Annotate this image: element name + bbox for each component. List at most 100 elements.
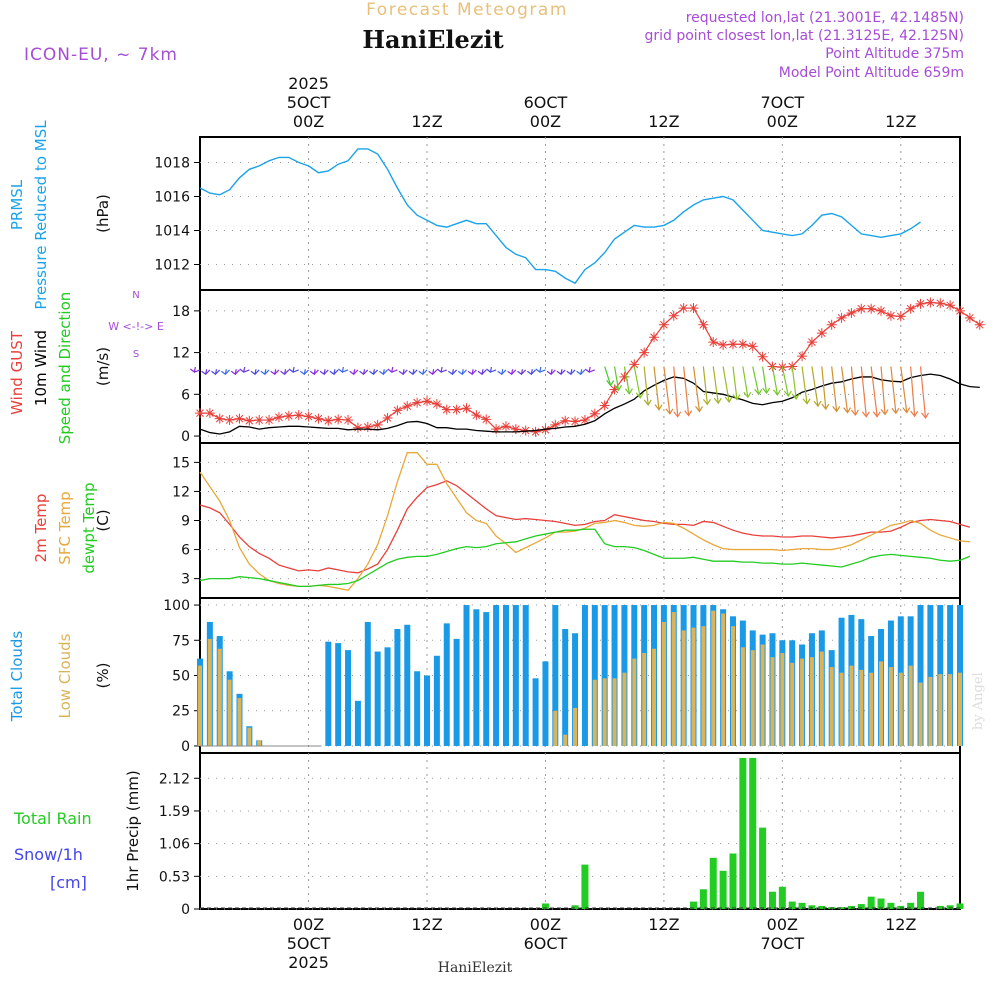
- wind-arrow-head: [643, 399, 652, 406]
- wind-arrow: [588, 369, 596, 373]
- rain-bar: [749, 757, 757, 909]
- wind-arrow: [860, 366, 867, 417]
- low-cloud-bar: [829, 667, 834, 746]
- gust-marker: [955, 305, 965, 316]
- gust-marker: [293, 410, 304, 421]
- gust-marker: [471, 410, 482, 421]
- wind-arrow-head: [762, 387, 771, 395]
- wind-arrow-head: [624, 388, 633, 395]
- rain-bar: [729, 853, 737, 909]
- gust-marker: [303, 411, 314, 422]
- low-cloud-bar: [217, 648, 222, 746]
- wind-arrow-head: [280, 369, 287, 376]
- total-cloud-bar: [917, 605, 924, 746]
- wind-arrow-head: [872, 411, 881, 418]
- rain-bar: [946, 905, 954, 909]
- temperature-ytick-label: 9: [181, 514, 190, 530]
- wind-arrow-head: [665, 408, 674, 415]
- forecast-title: Forecast Meteogram: [366, 0, 568, 20]
- gust-marker: [283, 410, 294, 421]
- credit-watermark: by Angel: [971, 672, 986, 730]
- top-axis-label: 12Z: [885, 112, 916, 131]
- panel-wind: 0 6 12 18 N W <-!-> E S (m/s) Wind GUST 10m Wind S…: [8, 289, 985, 445]
- wind-arrow-head: [832, 406, 841, 413]
- gust-marker: [372, 419, 383, 430]
- gust-marker: [491, 424, 502, 435]
- clouds-frame: [199, 597, 961, 754]
- wind-ytick-label: 18: [172, 304, 190, 320]
- wind-arrow-head: [556, 369, 563, 376]
- wind-arrow: [811, 366, 819, 407]
- total-cloud-bar: [562, 629, 569, 746]
- low-cloud-bar: [819, 651, 824, 746]
- gust-marker: [905, 303, 916, 314]
- wind-arrow-head: [486, 366, 493, 374]
- top-axis-label: 12Z: [411, 112, 442, 131]
- gust-marker: [560, 415, 571, 426]
- wind-arrow-head: [891, 407, 900, 415]
- rain-bar: [759, 827, 767, 909]
- gust-marker: [530, 426, 541, 437]
- low-cloud-bar: [879, 661, 884, 746]
- wind-arrow-head: [398, 369, 405, 376]
- gust-marker: [333, 414, 344, 425]
- wind-arrow-head: [387, 366, 394, 374]
- pressure-ytick-label: 1012: [154, 258, 190, 274]
- rain-bar: [709, 857, 717, 909]
- rain-bar: [867, 896, 875, 909]
- wind-label-2: Speed and Direction: [56, 292, 74, 445]
- wind-ytick-label: 0: [181, 429, 190, 445]
- low-cloud-bar: [691, 627, 696, 746]
- wind-arrow-head: [288, 366, 295, 374]
- low-cloud-bar: [849, 665, 854, 746]
- gust-marker: [629, 359, 640, 370]
- temp-line-2: [199, 528, 971, 588]
- bottom-axis-label: 12Z: [648, 915, 679, 934]
- low-cloud-bar: [612, 678, 617, 746]
- low-cloud-bar: [661, 621, 666, 746]
- low-cloud-bar: [602, 678, 607, 746]
- wind-arrow-head: [684, 410, 693, 417]
- wind-arrow-head: [497, 369, 504, 376]
- wind-arrow: [919, 366, 927, 418]
- bottom-axis-label: 6OCT: [524, 934, 568, 953]
- wind-arrow-head: [861, 411, 870, 418]
- low-cloud-bar: [711, 610, 716, 746]
- wind-arrow-head: [428, 369, 435, 376]
- total-cloud-bar: [493, 605, 500, 746]
- low-cloud-bar: [958, 672, 962, 746]
- low-cloud-bar: [780, 652, 785, 746]
- total-cloud-bar: [473, 609, 480, 746]
- temp-label-0: 2m Temp: [32, 494, 50, 563]
- wind-10m-line: [199, 373, 980, 435]
- temperature-ytick-label: 15: [172, 455, 190, 471]
- clouds-ytick-label: 25: [172, 704, 190, 720]
- precip-ytick-label: 0: [181, 902, 190, 918]
- grid-point-coords: grid point closest lon,lat (21.3125E, 42…: [644, 28, 964, 44]
- wind-arrow-head: [546, 369, 553, 376]
- wind-arrow-head: [754, 388, 763, 396]
- wind-arrow-head: [309, 369, 316, 376]
- wind-arrow-head: [250, 369, 257, 376]
- pressure-ytick-label: 1014: [154, 224, 190, 240]
- wind-arrow-head: [772, 389, 781, 396]
- gust-marker: [441, 404, 452, 415]
- location-title: HaniElezit: [362, 25, 503, 54]
- temp-line-0: [199, 480, 971, 574]
- wind-arrow-head: [921, 412, 930, 419]
- wind-arrow-head: [457, 369, 464, 376]
- low-cloud-bar: [257, 740, 262, 746]
- panel-pressure: 1012 1014 1016 1018 (hPa) PRMSL Pressure Reduc…: [8, 120, 961, 310]
- wind-arrow: [539, 369, 546, 373]
- low-cloud-bar: [740, 647, 745, 746]
- low-cloud-bar: [553, 710, 558, 746]
- wind-arrow: [791, 366, 797, 400]
- wind-arrow-head: [230, 369, 237, 376]
- panel-precip: 0 0.53 1.06 1.59 2.12 1hr Precip (mm) Total Ra…: [13, 752, 964, 918]
- wind-arrow-head: [270, 369, 277, 376]
- clouds-ytick-label: 75: [172, 633, 190, 649]
- wind-arrow-head: [695, 406, 704, 413]
- low-cloud-bar: [730, 626, 735, 746]
- low-cloud-bar: [908, 665, 913, 746]
